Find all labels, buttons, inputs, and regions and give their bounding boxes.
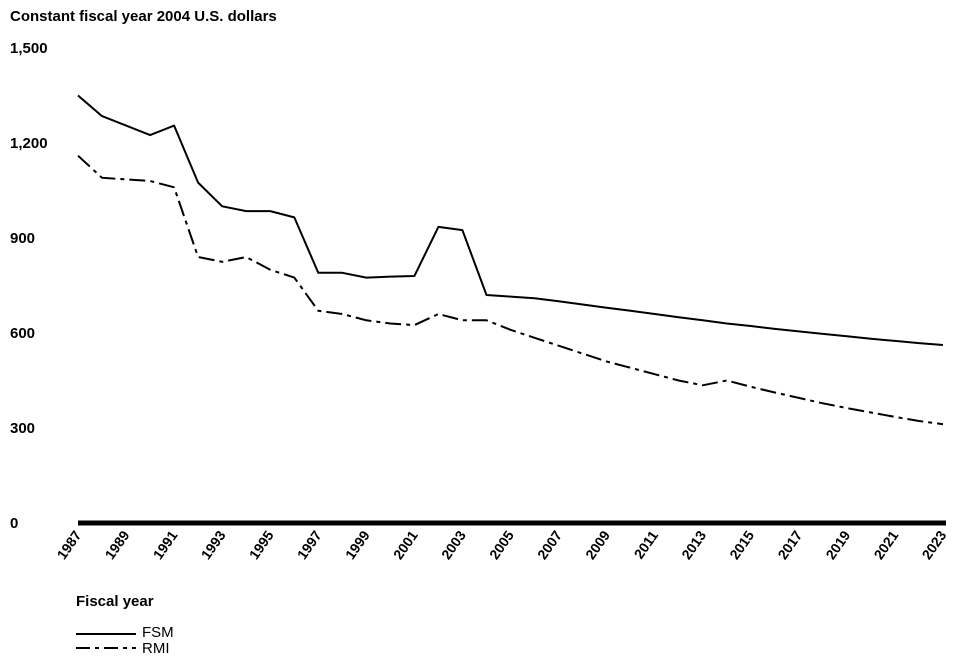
- legend-label-rmi: RMI: [142, 640, 170, 657]
- legend-label-fsm: FSM: [142, 624, 174, 641]
- x-tick-label: 1995: [246, 527, 277, 562]
- y-tick-label: 1,200: [10, 135, 48, 152]
- x-tick-label: 1991: [150, 527, 181, 562]
- x-tick-label: 2007: [534, 527, 565, 562]
- x-tick-label: 2023: [918, 527, 949, 562]
- x-tick-label: 2013: [678, 527, 709, 562]
- x-tick-label: 2001: [390, 527, 421, 562]
- y-tick-label: 900: [10, 230, 35, 247]
- y-tick-label: 600: [10, 325, 35, 342]
- y-tick-label: 0: [10, 515, 18, 532]
- legend-swatch-solid: [76, 633, 136, 635]
- y-tick-label: 300: [10, 420, 35, 437]
- x-tick-label: 2011: [631, 527, 662, 561]
- x-tick-label: 2017: [774, 527, 805, 562]
- series-line-fsm: [77, 94, 944, 346]
- series-line-rmi: [77, 154, 944, 426]
- x-tick-label: 2019: [822, 527, 853, 562]
- x-tick-label: 2003: [438, 527, 469, 562]
- y-axis-title: Constant fiscal year 2004 U.S. dollars: [10, 8, 277, 25]
- y-tick-label: 1,500: [10, 40, 48, 57]
- x-tick-label: 1997: [294, 527, 325, 562]
- x-tick-label: 2015: [726, 527, 757, 562]
- x-tick-label: 2005: [486, 527, 517, 562]
- x-axis-title: Fiscal year: [76, 593, 154, 610]
- legend-swatch-dash-dot: [76, 647, 136, 649]
- x-tick-label: 1989: [102, 527, 133, 562]
- series-lines: [77, 94, 944, 426]
- x-tick-label: 2009: [582, 527, 613, 562]
- y-tick-labels: 0 300 600 900 1,200 1,500: [10, 40, 48, 532]
- x-tick-labels: 1987 1989 1991 1993 1995 1997 1999 2001 2003 2005…: [53, 527, 949, 562]
- x-tick-label: 1993: [198, 527, 229, 562]
- x-tick-label: 2021: [870, 527, 901, 562]
- x-tick-label: 1987: [53, 527, 84, 562]
- x-tick-label: 1999: [342, 527, 373, 562]
